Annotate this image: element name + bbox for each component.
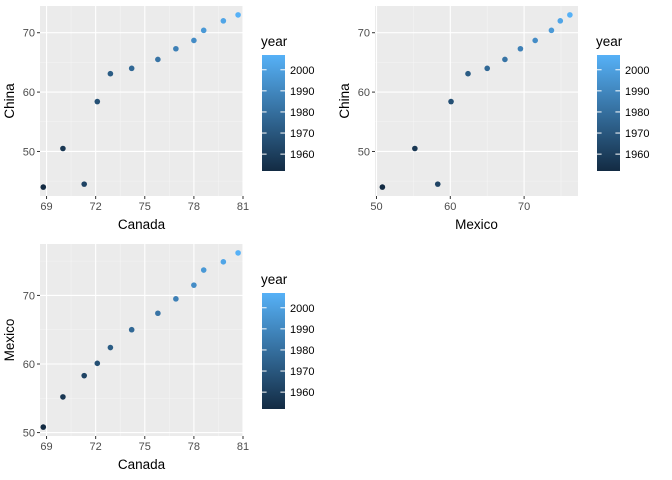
panel-background xyxy=(40,6,243,196)
data-point xyxy=(128,326,135,333)
legend-label: 1980 xyxy=(290,345,314,357)
x-tick-label: 78 xyxy=(188,201,200,213)
legend-title: year xyxy=(596,34,623,49)
data-point xyxy=(128,65,135,72)
data-point xyxy=(502,56,508,63)
legend-label: 1980 xyxy=(625,107,649,119)
y-tick-label: 50 xyxy=(358,146,370,158)
legend-title: year xyxy=(261,272,288,287)
data-point xyxy=(448,98,454,105)
data-point xyxy=(94,360,101,367)
data-point xyxy=(379,184,386,190)
data-point xyxy=(40,184,47,190)
data-point xyxy=(557,18,564,24)
y-axis-title: China xyxy=(2,83,17,119)
data-point xyxy=(484,65,491,72)
legend-label: 2000 xyxy=(625,65,649,77)
legend-label: 1970 xyxy=(625,128,649,140)
data-point xyxy=(567,12,573,18)
data-point xyxy=(60,145,66,152)
scatter-panel-3: 69 72 75 78 81 50 60 70 Canada Mexico xyxy=(2,244,249,472)
data-point xyxy=(517,45,524,52)
x-tick-label: 81 xyxy=(237,441,249,453)
data-point xyxy=(40,424,47,430)
x-tick-label: 72 xyxy=(90,201,102,213)
y-tick-label: 60 xyxy=(23,359,35,371)
legend-label: 1960 xyxy=(290,387,314,399)
y-tick-label: 50 xyxy=(23,146,35,158)
data-point xyxy=(235,250,241,256)
data-point xyxy=(220,18,227,24)
data-point xyxy=(81,372,88,379)
legend-label: 2000 xyxy=(290,65,314,77)
x-tick-label: 69 xyxy=(40,201,52,213)
legend-label: 1960 xyxy=(290,149,314,161)
y-tick-label: 60 xyxy=(358,87,370,99)
y-tick-label: 60 xyxy=(23,87,35,99)
data-point xyxy=(173,45,179,52)
panel-background xyxy=(375,6,578,196)
legend-label: 1980 xyxy=(290,107,314,119)
x-axis-title: Canada xyxy=(118,217,166,232)
x-axis-title: Canada xyxy=(118,457,166,472)
y-tick-label: 50 xyxy=(23,428,35,440)
y-tick-label: 70 xyxy=(23,28,35,40)
colorbar xyxy=(262,55,285,171)
data-point xyxy=(173,296,179,302)
x-tick-label: 75 xyxy=(139,441,151,453)
x-tick-label: 70 xyxy=(518,201,530,213)
y-tick-label: 70 xyxy=(358,28,370,40)
data-point xyxy=(81,181,88,187)
data-point xyxy=(434,181,441,187)
x-tick-label: 69 xyxy=(40,441,52,453)
legend-label: 1960 xyxy=(625,149,649,161)
data-point xyxy=(107,70,114,77)
data-point xyxy=(200,267,207,273)
scatter-panel-1: 69 72 75 78 81 50 60 70 Canada China xyxy=(2,6,249,232)
y-tick-label: 70 xyxy=(23,290,35,302)
x-tick-label: 72 xyxy=(90,441,102,453)
x-tick-label: 60 xyxy=(444,201,456,213)
scatter-panel-2: 50 60 70 50 60 70 Mexico China xyxy=(337,6,578,232)
data-point xyxy=(412,145,418,152)
year-legend: year 1960 1970 1980 1990 2000 xyxy=(261,34,314,171)
data-point xyxy=(235,12,241,18)
x-tick-label: 78 xyxy=(188,441,200,453)
data-point xyxy=(107,344,114,351)
x-tick-label: 50 xyxy=(370,201,382,213)
data-point xyxy=(155,56,161,63)
data-point xyxy=(548,27,555,34)
year-legend: year 1960 1970 1980 1990 2000 xyxy=(261,272,314,409)
y-axis-title: China xyxy=(337,83,352,119)
data-point xyxy=(155,310,161,317)
y-axis-title: Mexico xyxy=(2,319,17,362)
panel-background xyxy=(40,244,243,436)
legend-label: 1970 xyxy=(290,366,314,378)
x-tick-label: 75 xyxy=(139,201,151,213)
x-tick-label: 81 xyxy=(237,201,249,213)
legend-label: 1970 xyxy=(290,128,314,140)
legend-label: 1990 xyxy=(290,324,314,336)
legend-label: 1990 xyxy=(625,86,649,98)
legend-label: 1990 xyxy=(290,86,314,98)
colorbar xyxy=(262,293,285,409)
x-axis-title: Mexico xyxy=(455,217,498,232)
colorbar xyxy=(597,55,620,171)
data-point xyxy=(465,70,471,77)
data-point xyxy=(220,259,227,265)
data-point xyxy=(191,37,197,44)
data-point xyxy=(191,282,197,288)
data-point xyxy=(532,37,538,44)
legend-label: 2000 xyxy=(290,303,314,315)
data-point xyxy=(94,98,101,105)
year-legend: year 1960 1970 1980 1990 2000 xyxy=(596,34,649,171)
legend-title: year xyxy=(261,34,288,49)
data-point xyxy=(200,27,207,34)
data-point xyxy=(60,394,66,400)
